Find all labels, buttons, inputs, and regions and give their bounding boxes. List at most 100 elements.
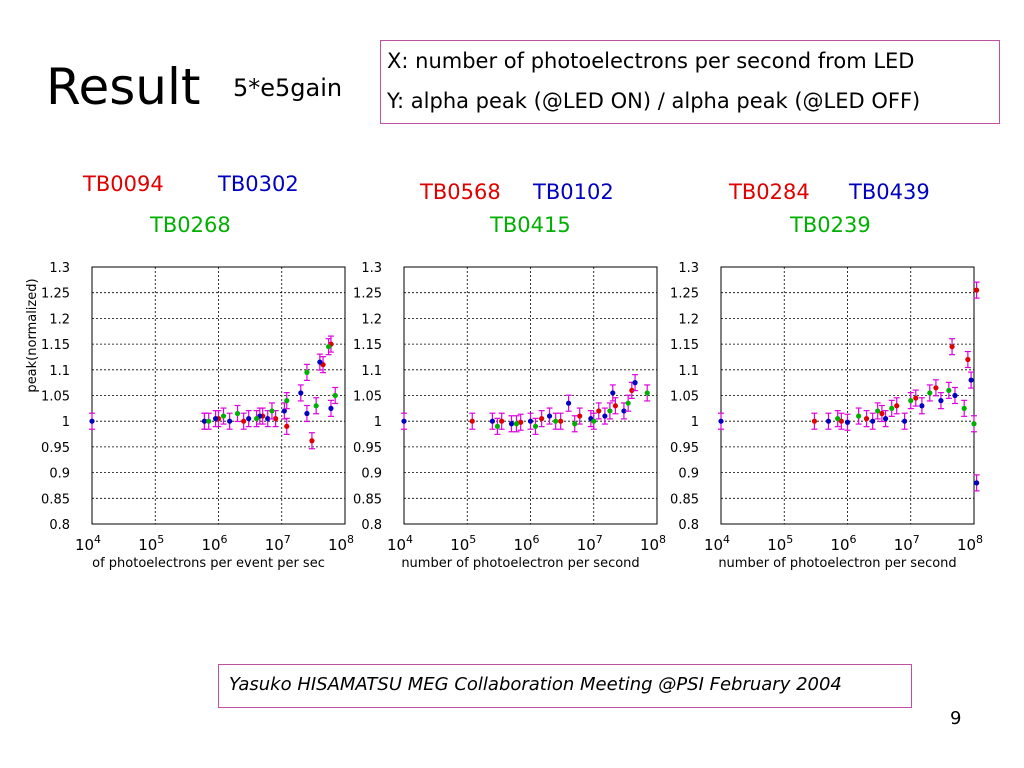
chart2-ytick-label: 1.2 <box>361 312 382 327</box>
chart2-ytick-label: 0.95 <box>353 441 382 456</box>
chart1-point-green <box>313 403 319 409</box>
chart3-point-red <box>933 385 939 391</box>
chart2-point-blue <box>546 413 553 419</box>
chart2-point-blue <box>527 418 534 424</box>
chart3-point-blue <box>938 398 944 404</box>
chart2-point-green <box>644 390 650 396</box>
chart3-point-red <box>974 287 980 293</box>
chart3-point-blue <box>952 392 958 399</box>
chart3-ytick-label: 0.95 <box>670 441 699 456</box>
chart3-point-blue <box>882 416 889 422</box>
chart2-point-red <box>518 419 524 425</box>
chart2-ytick-label: 1.15 <box>353 338 382 353</box>
chart2-xtick-label: 108 <box>640 533 666 554</box>
chart3-point-blue <box>844 419 851 425</box>
chart2-point-red <box>577 413 583 419</box>
chart2-point-blue <box>489 418 496 424</box>
chart2-x-axis-label: number of photoelectron per second <box>401 556 639 571</box>
chart1-point-blue <box>304 410 310 417</box>
chart3-point-blue <box>919 403 925 409</box>
chart3-point-green <box>908 398 914 404</box>
chart2-point-blue <box>632 380 638 386</box>
chart2-point-green <box>625 400 631 406</box>
chart3-point-green <box>946 387 952 393</box>
chart3-ytick-label: 1 <box>691 415 699 430</box>
chart2-ytick-label: 1.05 <box>353 390 382 405</box>
chart2-xtick-label: 104 <box>387 533 413 554</box>
chart2-ytick-label: 0.8 <box>361 518 382 533</box>
slide-title: Result <box>46 58 201 116</box>
chart3-ytick-label: 0.9 <box>678 467 699 482</box>
chart3-ytick-label: 1.1 <box>678 364 699 379</box>
chart1-point-green <box>206 418 212 424</box>
chart2-point-green <box>607 408 613 414</box>
chart3-xtick-label: 108 <box>957 533 983 554</box>
chart1-ytick-label: 0.8 <box>49 518 70 533</box>
chart1-xtick-label: 105 <box>138 533 164 554</box>
chart1-point-red <box>241 418 247 424</box>
chart2-point-red <box>499 418 505 424</box>
chart2-ytick-label: 0.85 <box>353 492 382 507</box>
chart3-ytick-label: 1.05 <box>670 390 699 405</box>
chart1-label-blue: TB0302 <box>218 172 299 196</box>
chart1-ytick-label: 1.3 <box>49 261 70 276</box>
chart3-point-red <box>863 416 870 422</box>
chart3-point-red <box>838 418 844 424</box>
chart3-point-blue <box>718 418 724 424</box>
chart1-ytick-label: 1.1 <box>49 364 70 379</box>
slide-subtitle: 5*e5gain <box>233 74 343 102</box>
chart3-ytick-label: 1.15 <box>670 338 699 353</box>
chart1-ytick-label: 1.25 <box>41 287 70 302</box>
chart1-ytick-label: 1.2 <box>49 312 70 327</box>
axis-description-box: X: number of photoelectrons per second f… <box>380 40 1000 124</box>
chart3-point-green <box>835 416 841 422</box>
x-axis-description: X: number of photoelectrons per second f… <box>387 49 915 73</box>
chart2-ytick-label: 1.1 <box>361 364 382 379</box>
chart2-point-red <box>612 403 619 409</box>
chart3-point-blue <box>902 418 908 424</box>
chart3-point-green <box>889 405 895 411</box>
y-axis-description: Y: alpha peak (@LED ON) / alpha peak (@L… <box>387 89 921 113</box>
chart1-ytick-label: 0.85 <box>41 492 70 507</box>
chart2-point-blue <box>565 400 572 406</box>
chart1-xtick-label: 106 <box>201 533 227 554</box>
chart3-point-green <box>961 405 967 411</box>
chart1-point-green <box>234 410 241 417</box>
chart2-label-red: TB0568 <box>420 180 501 204</box>
chart1-point-blue <box>265 416 271 422</box>
chart2-point-blue <box>610 390 616 396</box>
chart1-ytick-label: 0.9 <box>49 467 70 482</box>
chart2-point-green <box>553 418 559 424</box>
chart1-point-green <box>269 408 275 414</box>
chart3-point-green <box>927 390 933 396</box>
chart1-y-axis-label: peak(normalized) <box>25 278 40 392</box>
chart3-ytick-label: 1.2 <box>678 312 699 327</box>
chart1-x-axis-label: of photoelectrons per event per sec <box>92 556 325 571</box>
chart1-point-green <box>332 392 338 399</box>
chart1-xtick-label: 104 <box>75 533 101 554</box>
chart3-point-red <box>949 344 955 350</box>
chart3-point-green <box>875 408 881 414</box>
chart3-ytick-label: 0.85 <box>670 492 699 507</box>
chart1-label-green: TB0268 <box>150 213 231 237</box>
chart2-point-red <box>558 418 564 424</box>
chart3-label-blue: TB0439 <box>849 180 930 204</box>
chart3-point-red <box>913 395 919 401</box>
chart2-ytick-label: 1.25 <box>353 287 382 302</box>
chart2-xtick-label: 107 <box>577 533 603 554</box>
chart3-point-blue <box>825 418 832 424</box>
chart1-ytick-label: 1.05 <box>41 390 70 405</box>
chart1-point-green <box>325 344 332 350</box>
chart3-ytick-label: 0.8 <box>678 518 699 533</box>
chart3-point-red <box>965 356 971 363</box>
chart1-point-blue <box>213 416 219 422</box>
chart3-xtick-label: 106 <box>830 533 856 554</box>
chart2-point-blue <box>621 408 627 414</box>
chart1-point-red <box>309 438 315 444</box>
chart1-ytick-label: 1.15 <box>41 338 70 353</box>
chart2-point-red <box>629 387 635 393</box>
chart2-point-red <box>596 408 602 414</box>
chart2-point-green <box>532 423 539 429</box>
chart3-x-axis-label: number of photoelectron per second <box>718 556 956 571</box>
